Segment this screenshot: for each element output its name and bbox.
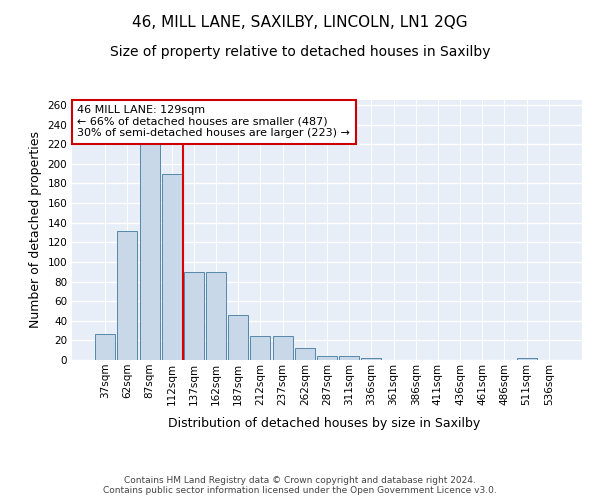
Text: Contains HM Land Registry data © Crown copyright and database right 2024.
Contai: Contains HM Land Registry data © Crown c…	[103, 476, 497, 495]
Bar	[272, 336, 293, 360]
Text: Distribution of detached houses by size in Saxilby: Distribution of detached houses by size …	[168, 418, 480, 430]
Bar	[184, 272, 204, 360]
Text: 46, MILL LANE, SAXILBY, LINCOLN, LN1 2QG: 46, MILL LANE, SAXILBY, LINCOLN, LN1 2QG	[132, 15, 468, 30]
Bar	[317, 356, 337, 360]
Bar	[95, 334, 115, 360]
Bar	[162, 174, 182, 360]
Bar	[517, 358, 536, 360]
Bar	[206, 272, 226, 360]
Text: 46 MILL LANE: 129sqm
← 66% of detached houses are smaller (487)
30% of semi-deta: 46 MILL LANE: 129sqm ← 66% of detached h…	[77, 105, 350, 138]
Bar	[361, 358, 382, 360]
Y-axis label: Number of detached properties: Number of detached properties	[29, 132, 42, 328]
Bar	[118, 232, 137, 360]
Text: Size of property relative to detached houses in Saxilby: Size of property relative to detached ho…	[110, 45, 490, 59]
Bar	[140, 144, 160, 360]
Bar	[295, 348, 315, 360]
Bar	[339, 356, 359, 360]
Bar	[250, 336, 271, 360]
Bar	[228, 315, 248, 360]
